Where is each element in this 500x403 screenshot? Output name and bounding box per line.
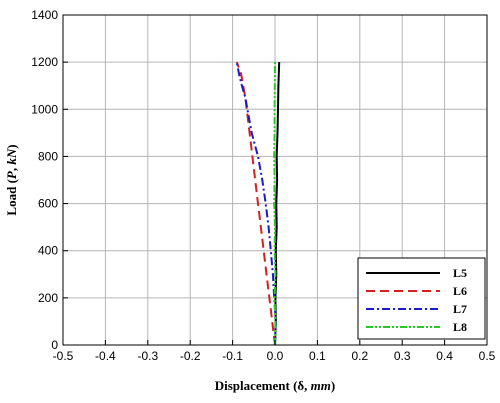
- x-axis-title-unit: mm: [311, 378, 331, 393]
- y-axis-ticks: 0 200 400 600 800 1000 1200 1400: [31, 8, 68, 352]
- data-series: [235, 61, 281, 346]
- y-tick-label: 1200: [31, 55, 58, 69]
- x-tick-label: 0.1: [309, 349, 326, 363]
- x-axis-title-symbol: δ: [297, 378, 304, 393]
- x-axis-title: Displacement (δ, mm): [215, 378, 336, 393]
- legend-label-l6: L6: [453, 284, 467, 298]
- x-tick-label: -0.4: [95, 349, 116, 363]
- x-tick-label: -0.1: [222, 349, 243, 363]
- y-axis-title-unit: kN: [4, 148, 19, 165]
- x-tick-label: -0.3: [137, 349, 158, 363]
- y-tick-label: 200: [38, 291, 58, 305]
- y-axis-title-part-2: ,: [4, 165, 19, 172]
- legend-label-l5: L5: [453, 266, 467, 280]
- x-tick-label: 0.3: [394, 349, 411, 363]
- x-tick-label: 0.0: [267, 349, 284, 363]
- series-line-l6: [235, 61, 276, 346]
- x-axis-title-part-3: ): [331, 378, 335, 393]
- x-axis-title-part-1: Displacement (: [215, 378, 298, 393]
- legend-label-l7: L7: [453, 302, 467, 316]
- y-axis-title: Load (P, kN): [4, 144, 19, 215]
- y-tick-label: 800: [38, 149, 58, 163]
- x-axis-title-part-2: ,: [304, 378, 311, 393]
- y-axis-title-symbol: P: [4, 170, 19, 179]
- y-tick-label: 400: [38, 244, 58, 258]
- series-line-l7: [235, 61, 277, 346]
- y-tick-label: 600: [38, 197, 58, 211]
- x-tick-label: -0.2: [180, 349, 201, 363]
- legend: L5 L6 L7 L8: [357, 257, 486, 340]
- y-tick-label: 0: [51, 338, 58, 352]
- legend-box: [357, 257, 486, 340]
- y-tick-label: 1400: [31, 8, 58, 22]
- series-line-l8: [273, 62, 277, 346]
- y-axis-title-part-3: ): [4, 144, 19, 148]
- x-tick-label: -0.5: [53, 349, 74, 363]
- y-tick-label: 1000: [31, 102, 58, 116]
- x-tick-label: 0.4: [436, 349, 453, 363]
- x-axis-ticks: -0.5 -0.4 -0.3 -0.2 -0.1 0.0 0.1 0.2 0.3 0.4 0.5: [53, 340, 496, 363]
- x-tick-label: 0.5: [479, 349, 496, 363]
- legend-label-l8: L8: [453, 320, 467, 334]
- y-axis-title-part-1: Load (: [4, 179, 19, 215]
- legend-items: L5 L6 L7 L8: [366, 266, 467, 334]
- x-tick-label: 0.2: [351, 349, 368, 363]
